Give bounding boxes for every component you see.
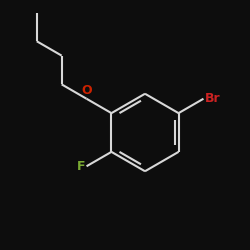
Text: O: O bbox=[81, 84, 92, 98]
Text: Br: Br bbox=[205, 92, 220, 105]
Text: F: F bbox=[77, 160, 85, 173]
